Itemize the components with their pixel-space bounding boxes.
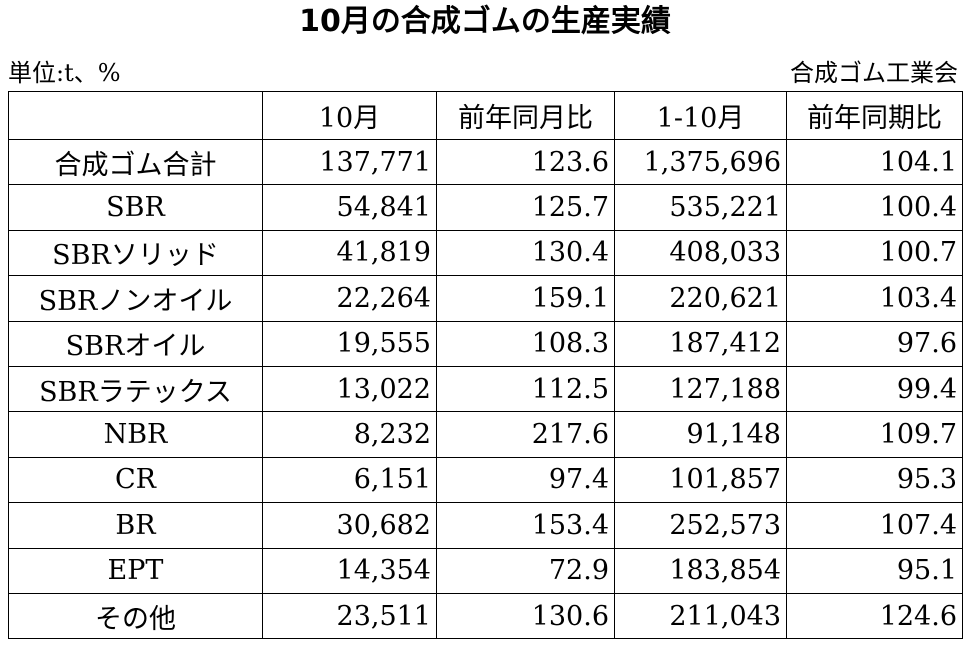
source-label: 合成ゴム工業会 bbox=[790, 59, 958, 87]
cell-jan-oct: 187,412 bbox=[614, 320, 787, 367]
cell-october: 13,022 bbox=[262, 365, 437, 413]
cell-yoy-period: 95.1 bbox=[786, 547, 963, 594]
table-row: SBR 54,841 125.7 535,221 100.4 bbox=[8, 184, 963, 231]
header-cell-jan-oct: 1-10月 bbox=[614, 91, 787, 140]
cell-yoy-month: 97.4 bbox=[436, 456, 615, 504]
cell-october: 54,841 bbox=[262, 184, 437, 231]
row-name: その他 bbox=[8, 592, 263, 640]
cell-yoy-period: 95.3 bbox=[786, 456, 963, 504]
row-name: SBR bbox=[8, 184, 263, 231]
cell-jan-oct: 91,148 bbox=[614, 411, 787, 458]
cell-yoy-month: 130.6 bbox=[436, 592, 615, 640]
table-row: EPT 14,354 72.9 183,854 95.1 bbox=[8, 547, 963, 594]
table-row: CR 6,151 97.4 101,857 95.3 bbox=[8, 456, 963, 504]
row-name: BR bbox=[8, 502, 263, 549]
cell-jan-oct: 127,188 bbox=[614, 365, 787, 413]
cell-october: 22,264 bbox=[262, 275, 437, 322]
header-cell-october: 10月 bbox=[262, 91, 437, 140]
header-cell-item bbox=[8, 91, 263, 140]
cell-yoy-period: 124.6 bbox=[786, 592, 963, 640]
row-name: SBRラテックス bbox=[8, 365, 263, 413]
cell-yoy-month: 72.9 bbox=[436, 547, 615, 594]
cell-yoy-period: 107.4 bbox=[786, 502, 963, 549]
cell-yoy-month: 125.7 bbox=[436, 184, 615, 231]
cell-yoy-period: 100.4 bbox=[786, 184, 963, 231]
cell-october: 30,682 bbox=[262, 502, 437, 549]
table-row: SBRノンオイル 22,264 159.1 220,621 103.4 bbox=[8, 275, 963, 322]
cell-jan-oct: 183,854 bbox=[614, 547, 787, 594]
table-row: SBRオイル 19,555 108.3 187,412 97.6 bbox=[8, 320, 963, 367]
cell-jan-oct: 220,621 bbox=[614, 275, 787, 322]
cell-october: 14,354 bbox=[262, 547, 437, 594]
cell-yoy-month: 130.4 bbox=[436, 229, 615, 277]
cell-october: 137,771 bbox=[262, 138, 437, 186]
unit-label: 単位:t、% bbox=[8, 59, 121, 87]
row-name: SBRソリッド bbox=[8, 229, 263, 277]
header-cell-yoy-month: 前年同月比 bbox=[436, 91, 615, 140]
cell-yoy-month: 123.6 bbox=[436, 138, 615, 186]
cell-yoy-month: 112.5 bbox=[436, 365, 615, 413]
cell-jan-oct: 408,033 bbox=[614, 229, 787, 277]
row-name: SBRノンオイル bbox=[8, 275, 263, 322]
cell-jan-oct: 101,857 bbox=[614, 456, 787, 504]
row-name: NBR bbox=[8, 411, 263, 458]
cell-jan-oct: 211,043 bbox=[614, 592, 787, 640]
cell-october: 8,232 bbox=[262, 411, 437, 458]
cell-yoy-period: 100.7 bbox=[786, 229, 963, 277]
page-title: 10月の合成ゴムの生産実績 bbox=[299, 4, 671, 39]
production-table: 10月 前年同月比 1-10月 前年同期比 合成ゴム合計 137,771 123… bbox=[8, 91, 963, 640]
cell-october: 23,511 bbox=[262, 592, 437, 640]
row-name: SBRオイル bbox=[8, 320, 263, 367]
table-row: NBR 8,232 217.6 91,148 109.7 bbox=[8, 411, 963, 458]
cell-yoy-period: 103.4 bbox=[786, 275, 963, 322]
cell-jan-oct: 252,573 bbox=[614, 502, 787, 549]
cell-jan-oct: 535,221 bbox=[614, 184, 787, 231]
table-row: SBRソリッド 41,819 130.4 408,033 100.7 bbox=[8, 229, 963, 277]
table-row: 合成ゴム合計 137,771 123.6 1,375,696 104.1 bbox=[8, 138, 963, 186]
cell-yoy-month: 153.4 bbox=[436, 502, 615, 549]
cell-october: 41,819 bbox=[262, 229, 437, 277]
cell-yoy-period: 104.1 bbox=[786, 138, 963, 186]
table-row: SBRラテックス 13,022 112.5 127,188 99.4 bbox=[8, 365, 963, 413]
cell-october: 6,151 bbox=[262, 456, 437, 504]
cell-yoy-month: 108.3 bbox=[436, 320, 615, 367]
row-name: CR bbox=[8, 456, 263, 504]
row-name: 合成ゴム合計 bbox=[8, 138, 263, 186]
table-row: その他 23,511 130.6 211,043 124.6 bbox=[8, 592, 963, 640]
table-row: BR 30,682 153.4 252,573 107.4 bbox=[8, 502, 963, 549]
cell-yoy-period: 97.6 bbox=[786, 320, 963, 367]
cell-yoy-month: 217.6 bbox=[436, 411, 615, 458]
table-header-row: 10月 前年同月比 1-10月 前年同期比 bbox=[8, 91, 963, 140]
header-cell-yoy-period: 前年同期比 bbox=[786, 91, 963, 140]
row-name: EPT bbox=[8, 547, 263, 594]
cell-yoy-period: 99.4 bbox=[786, 365, 963, 413]
cell-yoy-month: 159.1 bbox=[436, 275, 615, 322]
cell-october: 19,555 bbox=[262, 320, 437, 367]
cell-yoy-period: 109.7 bbox=[786, 411, 963, 458]
cell-jan-oct: 1,375,696 bbox=[614, 138, 787, 186]
